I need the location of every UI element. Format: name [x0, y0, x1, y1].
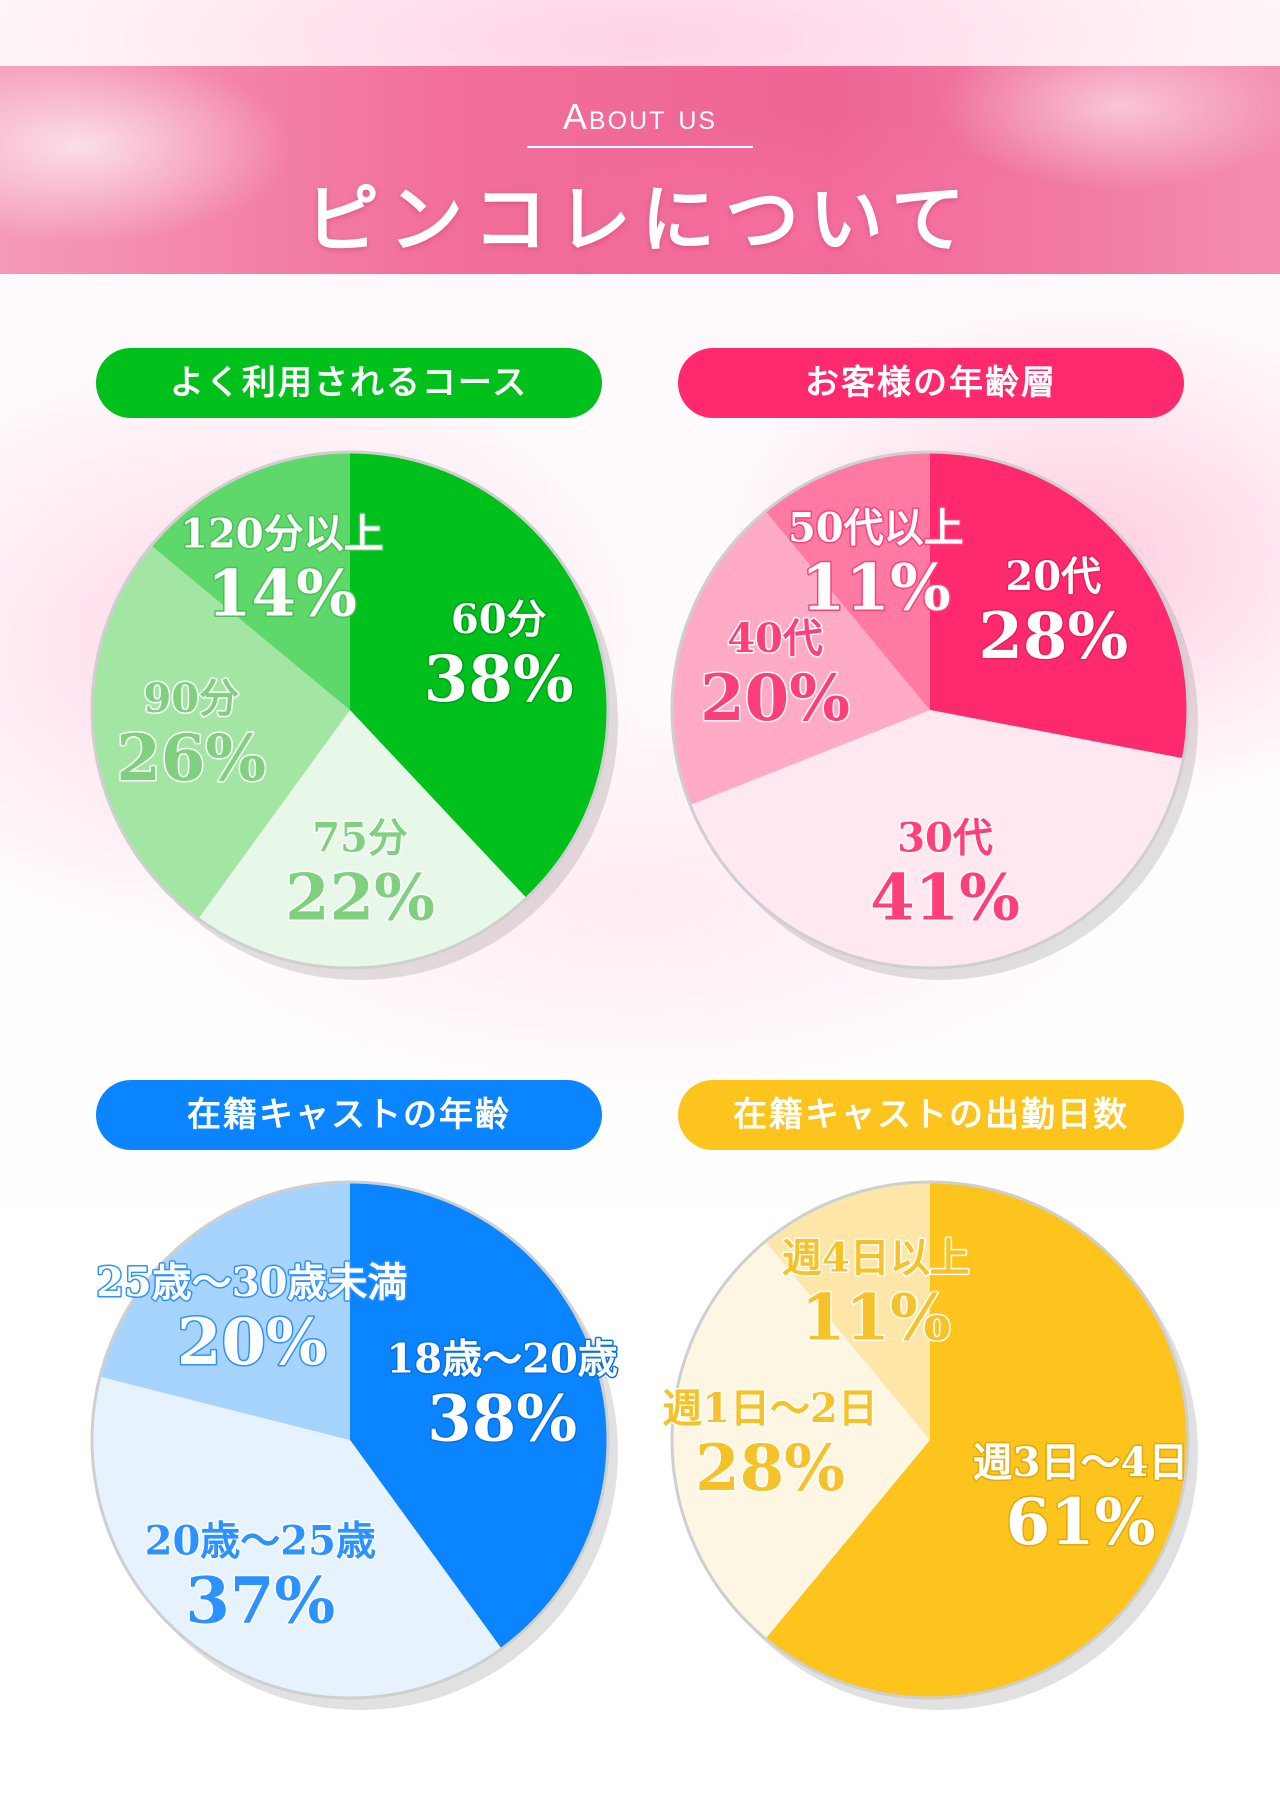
slice-category-label: 30代 — [897, 814, 993, 861]
page-title: ピンコレについて — [305, 177, 975, 263]
pie-slice-1 — [350, 452, 608, 899]
chart-cast-attendance-title: 在籍キャストの出勤日数 — [678, 1080, 1184, 1150]
pie-slice-3 — [99, 1182, 350, 1440]
slice-category-label: 18歳～20歳 — [386, 1336, 617, 1383]
about-us-label: About us — [562, 96, 718, 137]
slice-percent-label: 22% — [285, 861, 435, 936]
slice-percent-label: 61% — [1006, 1485, 1156, 1560]
slice-percent-label: 11% — [801, 550, 951, 625]
slice-percent-label: 26% — [116, 721, 266, 796]
chart-cast-age-title: 在籍キャストの年齢 — [96, 1080, 602, 1150]
slice-category-label: 90分 — [143, 675, 239, 722]
slice-percent-label: 20% — [177, 1305, 327, 1380]
slice-percent-label: 41% — [870, 860, 1020, 935]
pie-slice-2 — [198, 710, 527, 968]
slice-percent-label: 28% — [978, 599, 1128, 674]
pie-outline — [90, 1180, 610, 1700]
slice-category-label: 40代 — [727, 615, 823, 662]
chart-customer-age-title: お客様の年齢層 — [678, 348, 1184, 418]
slice-percent-label: 38% — [424, 642, 574, 717]
pie-slice-2 — [91, 1376, 502, 1699]
chart-course-title: よく利用されるコース — [96, 348, 602, 418]
pie-slice-2 — [690, 710, 1184, 968]
pie-outline — [670, 1180, 1190, 1700]
slice-percent-label: 20% — [700, 661, 850, 736]
pie-slice-1 — [350, 1182, 609, 1649]
pie-slice-3 — [91, 545, 351, 919]
slice-category-label: 週4日以上 — [782, 1234, 970, 1281]
pie-slice-4 — [765, 452, 930, 710]
slice-category-label: 週3日～4日 — [973, 1439, 1189, 1486]
slice-percent-label: 14% — [207, 556, 357, 631]
pie-outline — [90, 450, 610, 970]
slice-percent-label: 37% — [185, 1563, 335, 1638]
pie-slice-1 — [930, 452, 1188, 759]
pie-slice-4 — [151, 452, 350, 710]
pie-outline — [670, 450, 1190, 970]
slice-percent-label: 11% — [801, 1280, 951, 1355]
slice-category-label: 60分 — [451, 596, 547, 643]
pie-slice-2 — [671, 1241, 930, 1639]
slice-percent-label: 38% — [427, 1382, 577, 1457]
slice-category-label: 120分以上 — [180, 510, 384, 557]
slice-category-label: 20歳～25歳 — [145, 1517, 376, 1564]
about-us-underline — [527, 146, 753, 148]
pie-slice-3 — [765, 1182, 930, 1440]
header-banner — [0, 66, 1280, 274]
slice-percent-label: 28% — [695, 1431, 845, 1506]
pie-slice-1 — [765, 1182, 1188, 1698]
slice-category-label: 週1日～2日 — [662, 1385, 878, 1432]
slice-category-label: 75分 — [312, 815, 408, 862]
pie-slice-3 — [672, 511, 930, 805]
slice-category-label: 50代以上 — [788, 504, 964, 551]
slice-category-label: 20代 — [1005, 553, 1101, 600]
slice-category-label: 25歳～30歳未満 — [96, 1259, 407, 1306]
